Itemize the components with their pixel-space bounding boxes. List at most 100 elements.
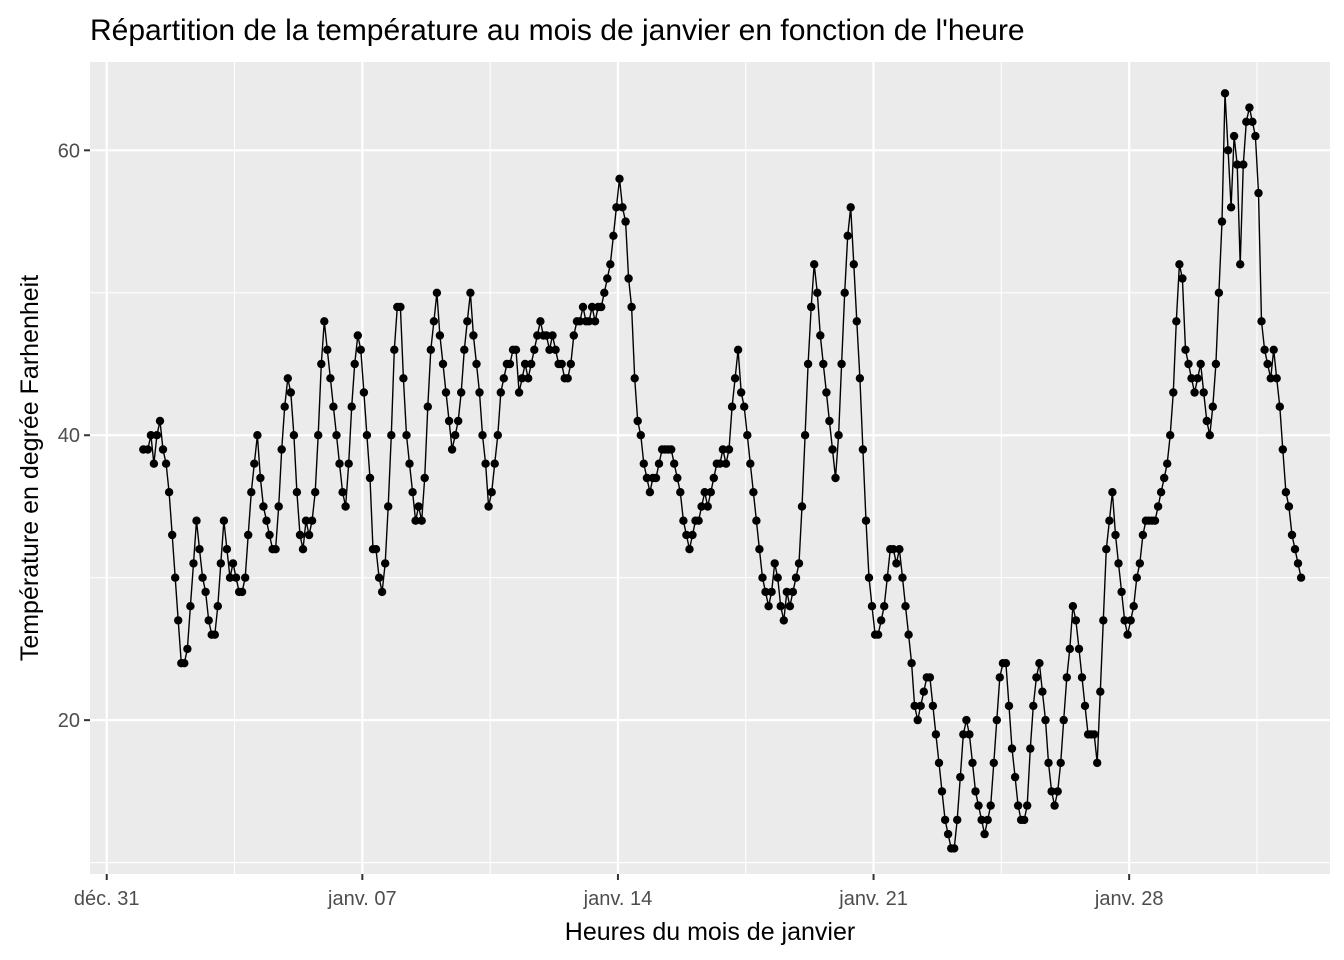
data-point xyxy=(764,602,773,611)
data-point xyxy=(834,431,843,440)
data-point xyxy=(231,573,241,582)
data-point xyxy=(408,488,417,497)
data-point xyxy=(171,573,180,582)
data-point xyxy=(444,416,454,426)
x-tick-label: janv. 07 xyxy=(327,888,397,910)
data-point xyxy=(484,502,493,511)
data-point xyxy=(557,359,566,369)
data-point xyxy=(426,345,435,354)
data-point xyxy=(1068,602,1078,611)
data-point xyxy=(1223,146,1233,155)
data-point xyxy=(630,374,639,383)
data-point xyxy=(1013,801,1023,810)
x-tick-label: déc. 31 xyxy=(74,888,140,910)
data-point xyxy=(950,844,959,853)
data-point xyxy=(283,374,292,383)
data-point xyxy=(877,616,886,625)
data-point xyxy=(679,516,688,525)
data-point xyxy=(1281,488,1291,497)
data-point xyxy=(892,559,901,568)
data-point xyxy=(1251,131,1260,141)
data-point xyxy=(837,359,846,369)
data-point xyxy=(1187,374,1196,383)
data-point xyxy=(1269,345,1278,354)
data-point xyxy=(466,288,475,297)
data-point xyxy=(1245,103,1254,112)
data-point xyxy=(536,317,545,326)
data-point xyxy=(350,359,359,369)
data-point xyxy=(192,516,201,525)
data-point xyxy=(1217,217,1227,226)
chart-title: Répartition de la température au mois de… xyxy=(90,14,1025,47)
data-point xyxy=(225,573,235,582)
data-point xyxy=(402,431,411,440)
data-point xyxy=(1236,260,1245,269)
data-point xyxy=(959,730,968,739)
data-point xyxy=(642,473,652,483)
data-point xyxy=(219,516,229,525)
data-point xyxy=(423,402,432,411)
data-point xyxy=(1093,758,1102,768)
data-point xyxy=(1150,516,1160,525)
data-point xyxy=(183,644,192,654)
data-point xyxy=(520,359,530,369)
data-point xyxy=(676,488,685,497)
data-point xyxy=(1129,602,1138,611)
data-point xyxy=(1178,274,1187,283)
data-point xyxy=(438,359,448,369)
data-point xyxy=(341,502,350,511)
data-point xyxy=(721,459,731,468)
data-point xyxy=(216,559,225,568)
data-point xyxy=(289,431,299,440)
data-point xyxy=(737,388,746,397)
data-point xyxy=(447,445,457,454)
data-point xyxy=(314,431,323,440)
data-point xyxy=(307,516,317,525)
data-point xyxy=(1163,459,1172,468)
data-point xyxy=(317,359,326,369)
data-point xyxy=(201,587,210,597)
data-point xyxy=(292,488,302,497)
x-axis-title: Heures du mois de janvier xyxy=(565,918,855,946)
data-point xyxy=(451,431,460,440)
data-point xyxy=(590,317,600,326)
data-point xyxy=(980,829,989,839)
data-point xyxy=(925,673,935,682)
data-point xyxy=(1065,644,1075,654)
data-point xyxy=(1220,89,1230,98)
data-point xyxy=(301,516,311,525)
data-point xyxy=(186,602,195,611)
data-point xyxy=(813,288,822,297)
data-point xyxy=(587,302,597,312)
data-point xyxy=(256,473,265,483)
data-point xyxy=(542,331,551,340)
data-point xyxy=(359,388,369,397)
data-point xyxy=(670,459,679,468)
data-point xyxy=(730,374,740,383)
data-point xyxy=(901,602,910,611)
data-point xyxy=(989,758,998,768)
data-point xyxy=(174,616,183,625)
data-point xyxy=(524,374,533,383)
data-point xyxy=(286,388,295,397)
data-point xyxy=(971,787,980,796)
data-point xyxy=(715,459,725,468)
data-point xyxy=(530,345,539,354)
y-axis-title: Température en degrée Farhenheit xyxy=(16,275,44,661)
data-point xyxy=(700,488,709,497)
data-point xyxy=(180,659,189,668)
data-point xyxy=(323,345,332,354)
data-point xyxy=(460,345,469,354)
data-point xyxy=(237,587,247,597)
x-tick-label: janv. 21 xyxy=(838,888,908,910)
plot-panel xyxy=(90,62,1330,874)
data-point xyxy=(469,331,478,340)
data-point xyxy=(1010,772,1020,782)
data-point xyxy=(718,445,728,454)
data-point xyxy=(487,488,496,497)
data-point xyxy=(329,402,338,411)
data-point xyxy=(974,801,983,810)
data-point xyxy=(1044,758,1053,768)
data-point xyxy=(250,459,259,468)
data-point xyxy=(597,302,606,312)
